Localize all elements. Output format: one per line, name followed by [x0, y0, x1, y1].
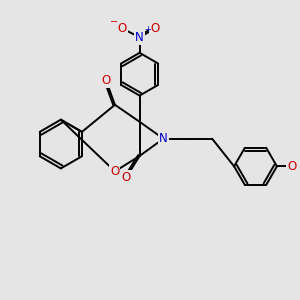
Text: O: O [122, 171, 131, 184]
Text: O: O [150, 22, 160, 35]
Text: O: O [118, 22, 127, 35]
Text: +: + [145, 26, 152, 34]
Text: −: − [110, 17, 118, 27]
Text: O: O [287, 160, 296, 173]
Text: N: N [159, 132, 168, 145]
Text: N: N [135, 31, 144, 44]
Text: O: O [110, 165, 120, 178]
Text: O: O [101, 74, 111, 87]
